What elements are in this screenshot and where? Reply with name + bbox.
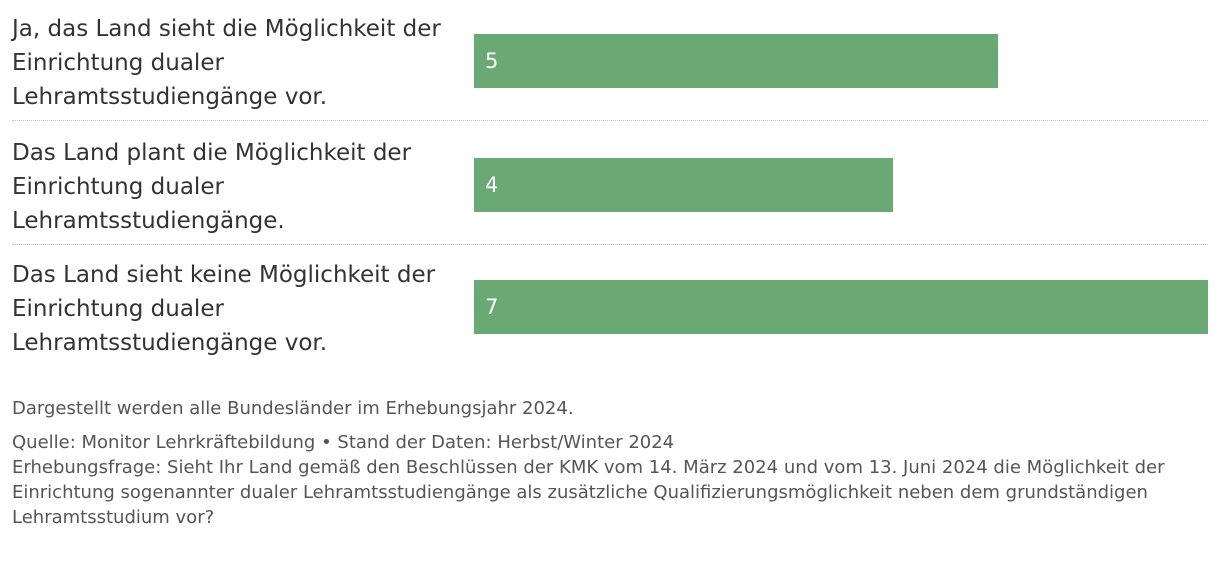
chart-source: Quelle: Monitor Lehrkräftebildung • Stan… [12, 430, 1208, 530]
chart-note: Dargestellt werden alle Bundesländer im … [12, 398, 574, 419]
bar: 4 [474, 158, 893, 212]
category-label-line: Ja, das Land sieht die Möglichkeit der [12, 16, 441, 42]
bar: 5 [474, 34, 998, 88]
bar-value-label: 7 [485, 295, 499, 319]
category-label-line: Lehramtsstudiengänge vor. [12, 84, 328, 110]
chart-row: Ja, das Land sieht die Möglichkeit der Ei… [12, 12, 1208, 134]
bar: 7 [474, 280, 1208, 334]
category-label-line: Lehramtsstudiengänge vor. [12, 330, 328, 356]
chart-footer: Dargestellt werden alle Bundesländer im … [12, 396, 1208, 530]
category-label: Das Land plant die Möglichkeit der Einric… [12, 136, 462, 238]
chart-row: Das Land plant die Möglichkeit der Einric… [12, 136, 1208, 258]
category-label-line: Das Land sieht keine Möglichkeit der [12, 262, 436, 288]
source-line: Quelle: Monitor Lehrkräftebildung • Stan… [12, 432, 675, 453]
bar-value-label: 4 [485, 173, 499, 197]
category-label-line: Einrichtung dualer [12, 174, 224, 200]
category-label-line: Lehramtsstudiengänge. [12, 208, 285, 234]
row-divider [12, 244, 1208, 245]
category-label-line: Einrichtung dualer [12, 50, 224, 76]
category-label-line: Einrichtung dualer [12, 296, 224, 322]
category-label-line: Das Land plant die Möglichkeit der [12, 140, 412, 166]
category-label: Ja, das Land sieht die Möglichkeit der Ei… [12, 12, 462, 114]
row-divider [12, 120, 1208, 121]
bar-chart: Ja, das Land sieht die Möglichkeit der Ei… [12, 12, 1208, 356]
category-label: Das Land sieht keine Möglichkeit der Einr… [12, 258, 462, 360]
survey-question: Erhebungsfrage: Sieht Ihr Land gemäß den… [12, 457, 1165, 528]
bar-value-label: 5 [485, 49, 499, 73]
chart-row: Das Land sieht keine Möglichkeit der Einr… [12, 258, 1208, 380]
